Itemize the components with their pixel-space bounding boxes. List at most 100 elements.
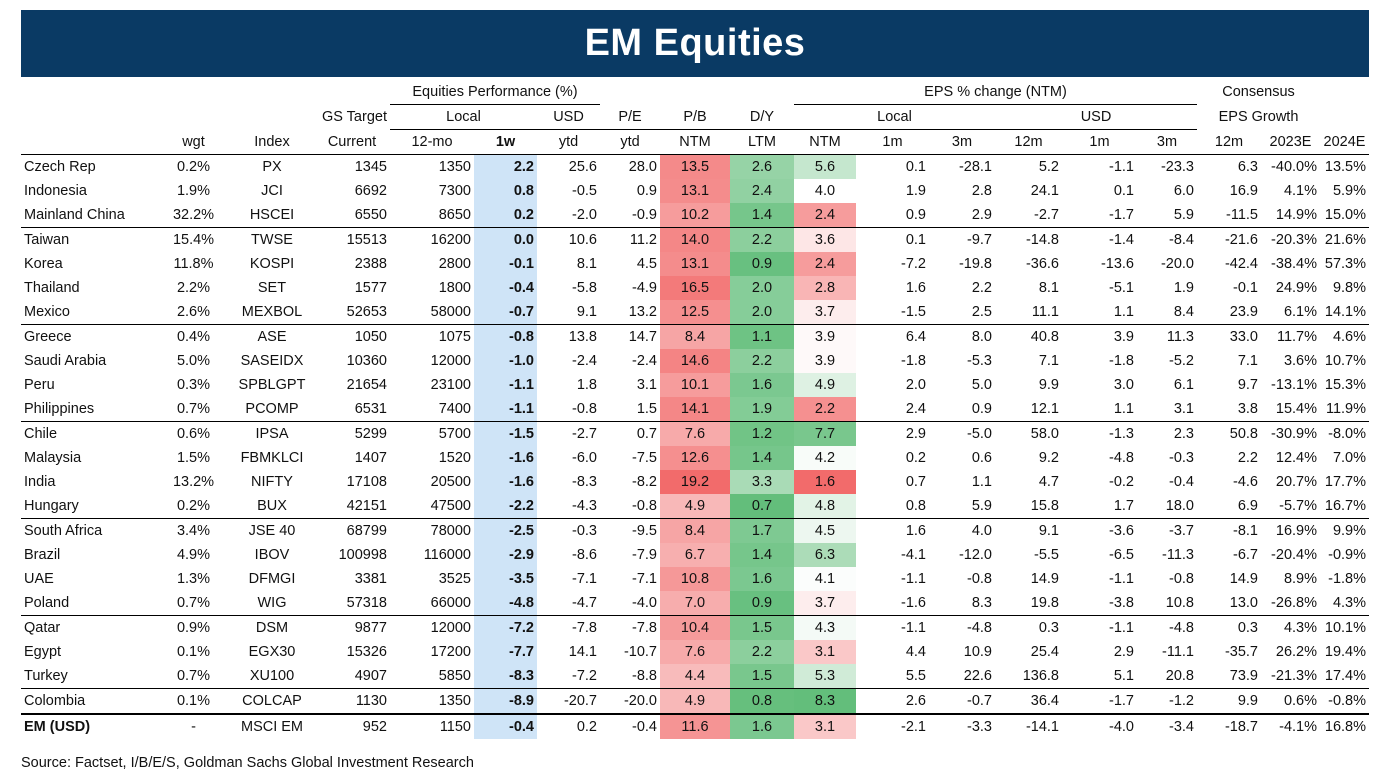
- cell-eps-local-12m: 25.4: [1030, 644, 1059, 660]
- cell-target: 1350: [390, 688, 474, 714]
- cell-pb: 2.0: [730, 300, 794, 325]
- table-row: Qatar 0.9% DSM 9877 12000 -7.2 -7.8 -7.8 10.4 1.5…: [21, 615, 1369, 640]
- cell-eps-local-1m: 0.7: [905, 474, 926, 490]
- cell-eps-usd-3m: 11.3: [1137, 324, 1197, 349]
- cell-ytd-local: -5.8: [572, 280, 597, 296]
- cell-eps-local-3m: 5.0: [971, 377, 992, 393]
- cell-wgt: 0.7%: [176, 401, 211, 417]
- cell-perf-1w: 0.0: [474, 227, 537, 252]
- cell-perf-1w: -2.2: [474, 494, 537, 519]
- cell-eps-local-3m: -5.0: [929, 421, 995, 446]
- cell-eps-local-1m: -1.5: [901, 304, 926, 320]
- table-row: Hungary 0.2% BUX 42151 47500 -2.2 -4.3 -0.8 4.9 0…: [21, 494, 1369, 519]
- cell-target: 16200: [390, 227, 474, 252]
- cell-current: 1407: [354, 450, 387, 466]
- cell-eps-usd-3m: -4.8: [1137, 615, 1197, 640]
- cell-eps-usd-12m: 9.7: [1237, 377, 1258, 393]
- col-pe-ntm: NTM: [660, 129, 730, 155]
- cell-ytd-local: -2.0: [572, 207, 597, 223]
- cell-target: 1350: [438, 159, 471, 175]
- cell-current: 17108: [346, 474, 387, 490]
- cell-growth-2023e: 6.1%: [1283, 304, 1317, 320]
- cell-eps-local-1m: 2.4: [905, 401, 926, 417]
- cell-current: 1577: [354, 280, 387, 296]
- cell-eps-local-3m: -28.1: [958, 159, 992, 175]
- cell-eps-local-12m: 24.1: [1030, 183, 1059, 199]
- cell-perf-1w: 2.2: [474, 154, 537, 179]
- cell-ytd-local: 1.8: [576, 377, 597, 393]
- cell-country: Poland: [24, 595, 70, 611]
- cell-index: SASEIDX: [240, 353, 304, 369]
- cell-country: Colombia: [21, 688, 157, 714]
- cell-index: HSCEI: [249, 207, 295, 223]
- cell-eps-local-12m: 9.1: [995, 518, 1062, 543]
- cell-eps-usd-12m: 73.9: [1229, 668, 1258, 684]
- cell-dy: 4.1: [794, 567, 856, 591]
- cell-wgt: 0.2%: [176, 159, 211, 175]
- table-row: Mainland China 32.2% HSCEI 6550 8650 0.2 -2.0 -…: [21, 203, 1369, 228]
- cell-country: Mainland China: [24, 207, 125, 223]
- col-local-12m: 12m: [995, 129, 1062, 155]
- cell-dy: 3.1: [794, 640, 856, 664]
- cell-eps-usd-1m: -13.6: [1100, 256, 1134, 272]
- table-row: South Africa 3.4% JSE 40 68799 78000 -2.5 -0.3…: [21, 518, 1369, 543]
- cell-country: Turkey: [24, 668, 68, 684]
- cell-growth-2024e: 10.1%: [1320, 615, 1369, 640]
- cell-wgt: 0.7%: [176, 668, 211, 684]
- cell-pe: 14.6: [660, 349, 730, 373]
- cell-eps-local-3m: 5.9: [971, 498, 992, 514]
- cell-wgt: 5.0%: [176, 353, 211, 369]
- cell-ytd-usd: -7.9: [632, 547, 657, 563]
- cell-index: TWSE: [230, 227, 314, 252]
- table-row: Mexico 2.6% MEXBOL 52653 58000 -0.7 9.1 13.2 12.…: [21, 300, 1369, 325]
- title-banner: EM Equities: [21, 10, 1369, 77]
- cell-eps-local-3m: -0.8: [967, 571, 992, 587]
- cell-dy: 3.7: [794, 300, 856, 325]
- cell-eps-local-1m: 2.6: [856, 688, 929, 714]
- cell-wgt: 1.3%: [176, 571, 211, 587]
- cell-pb: 2.2: [730, 640, 794, 664]
- cell-country: Taiwan: [21, 227, 157, 252]
- cell-eps-usd-1m: -6.5: [1109, 547, 1134, 563]
- cell-eps-local-1m: 0.2: [905, 450, 926, 466]
- cell-ytd-usd: -0.4: [600, 713, 660, 739]
- header-eps-growth: EPS Growth: [1218, 109, 1299, 125]
- cell-growth-2023e: -26.8%: [1271, 595, 1317, 611]
- cell-eps-usd-1m: 1.7: [1113, 498, 1134, 514]
- table-row: Thailand 2.2% SET 1577 1800 -0.4 -5.8 -4.9 16.5 2…: [21, 276, 1369, 300]
- cell-pe: 10.2: [660, 203, 730, 228]
- cell-ytd-usd: -7.8: [600, 615, 660, 640]
- col-pb-ltm: LTM: [730, 129, 794, 155]
- cell-index: XU100: [249, 668, 295, 684]
- cell-eps-usd-1m: -0.2: [1109, 474, 1134, 490]
- cell-eps-usd-3m: 3.1: [1173, 401, 1194, 417]
- cell-eps-usd-1m: 3.9: [1062, 324, 1137, 349]
- header-eps-change: EPS % change (NTM): [794, 80, 1197, 105]
- cell-index: DSM: [230, 615, 314, 640]
- cell-eps-local-3m: -4.8: [929, 615, 995, 640]
- cell-pe: 14.1: [660, 397, 730, 422]
- cell-perf-1w: -2.5: [474, 518, 537, 543]
- cell-eps-usd-3m: -11.3: [1162, 547, 1194, 563]
- cell-target: 7400: [438, 401, 471, 417]
- cell-dy: 5.6: [794, 154, 856, 179]
- cell-dy: 4.9: [794, 373, 856, 397]
- table-row: Turkey 0.7% XU100 4907 5850 -8.3 -7.2 -8.8 4.4 1.…: [21, 664, 1369, 689]
- cell-pb: 0.9: [730, 252, 794, 276]
- cell-eps-usd-12m: 14.9: [1229, 571, 1258, 587]
- cell-eps-usd-1m: 1.1: [1113, 304, 1134, 320]
- cell-pe: 10.4: [660, 615, 730, 640]
- cell-ytd-usd: 28.0: [628, 159, 657, 175]
- cell-perf-1w: -0.1: [474, 252, 537, 276]
- cell-wgt: 11.8%: [173, 256, 214, 272]
- cell-pb: 2.2: [730, 227, 794, 252]
- cell-eps-local-12m: 36.4: [995, 688, 1062, 714]
- cell-country: Chile: [21, 421, 157, 446]
- cell-pe: 13.1: [660, 252, 730, 276]
- cell-country: Saudi Arabia: [24, 353, 107, 369]
- cell-eps-usd-3m: 6.0: [1173, 183, 1194, 199]
- cell-eps-local-3m: 2.2: [971, 280, 992, 296]
- header-dy: D/Y: [730, 104, 794, 130]
- cell-eps-usd-3m: -3.4: [1137, 713, 1197, 739]
- cell-index: FBMKLCI: [240, 450, 304, 466]
